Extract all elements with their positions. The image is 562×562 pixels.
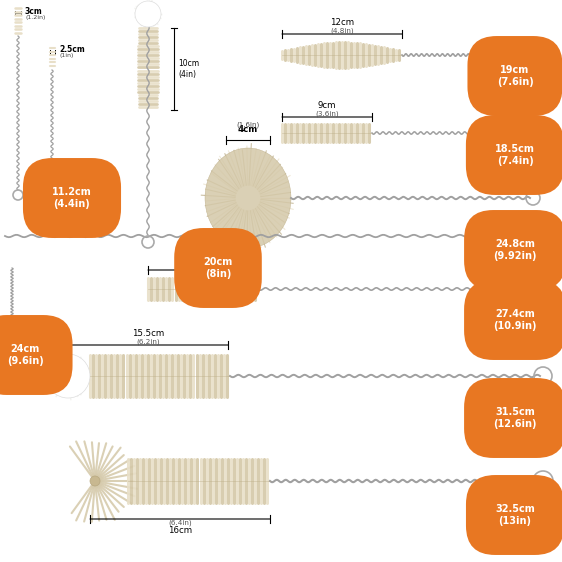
Circle shape <box>90 476 100 486</box>
Text: (1.2in): (1.2in) <box>25 15 46 20</box>
Circle shape <box>48 356 88 396</box>
Text: 19cm
(7.6in): 19cm (7.6in) <box>497 65 533 87</box>
Text: 11.2cm
(4.4in): 11.2cm (4.4in) <box>52 187 92 209</box>
Circle shape <box>135 1 161 27</box>
Text: 10cm
(4in): 10cm (4in) <box>178 60 199 79</box>
Text: 20cm
(8in): 20cm (8in) <box>203 257 233 279</box>
Text: 15.5cm: 15.5cm <box>132 329 164 338</box>
Text: 3cm: 3cm <box>25 7 43 16</box>
Text: 24.8cm
(9.92in): 24.8cm (9.92in) <box>493 239 537 261</box>
Text: 4cm: 4cm <box>238 125 258 134</box>
Text: (4.4in): (4.4in) <box>191 264 215 270</box>
Text: (6.4in): (6.4in) <box>168 519 192 525</box>
Text: (1.6in): (1.6in) <box>237 121 260 128</box>
Text: 2.5cm: 2.5cm <box>59 46 85 55</box>
Text: (3.6in): (3.6in) <box>315 111 339 117</box>
Circle shape <box>46 354 90 398</box>
Text: 27.4cm
(10.9in): 27.4cm (10.9in) <box>493 309 537 331</box>
Text: 16cm: 16cm <box>168 526 192 535</box>
Text: 24cm
(9.6in): 24cm (9.6in) <box>7 344 43 366</box>
Text: 31.5cm
(12.6in): 31.5cm (12.6in) <box>493 407 537 429</box>
Text: 9cm: 9cm <box>318 101 336 110</box>
Ellipse shape <box>205 148 291 248</box>
Circle shape <box>137 2 160 26</box>
Text: 32.5cm
(13in): 32.5cm (13in) <box>495 504 535 526</box>
Text: 18.5cm
(7.4in): 18.5cm (7.4in) <box>495 144 535 166</box>
Text: 11cm: 11cm <box>191 254 215 263</box>
Text: (4.8in): (4.8in) <box>330 28 354 34</box>
Text: (1in): (1in) <box>59 53 74 58</box>
Text: 12cm: 12cm <box>330 18 354 27</box>
Text: (6.2in): (6.2in) <box>136 338 160 345</box>
